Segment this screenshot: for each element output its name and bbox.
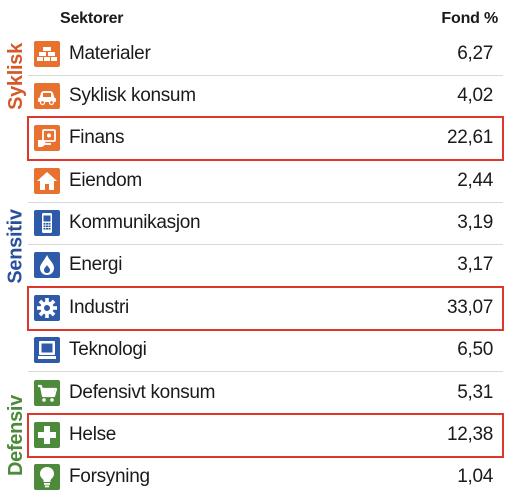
money-icon (34, 125, 60, 151)
sector-row-forsyning: Forsyning 1,04 (28, 456, 503, 498)
group-label-syklisk: Syklisk (4, 42, 27, 110)
sector-name: Materialer (69, 43, 151, 64)
computer-icon (34, 337, 60, 363)
sector-row-teknologi: Teknologi 6,50 (28, 329, 503, 372)
sector-value: 12,38 (446, 424, 493, 445)
health-cross-icon (34, 422, 60, 448)
group-label-sensitiv: Sensitiv (4, 208, 27, 284)
sector-value: 6,27 (457, 43, 493, 64)
sector-name: Kommunikasjon (69, 212, 201, 233)
sector-value: 3,17 (457, 254, 493, 275)
sector-name: Syklisk konsum (69, 85, 196, 106)
sector-row-industri: Industri 33,07 (27, 286, 504, 331)
lightbulb-icon (34, 464, 60, 490)
house-icon (34, 168, 60, 194)
sector-value: 2,44 (457, 170, 493, 191)
sector-row-energi: Energi 3,17 (28, 244, 503, 287)
sector-name: Energi (69, 254, 123, 275)
sectors-column-header: Sektorer (60, 10, 124, 27)
sector-value: 6,50 (457, 339, 493, 360)
group-label-defensiv: Defensiv (4, 394, 27, 476)
cart-icon (34, 380, 60, 406)
flame-icon (34, 252, 60, 278)
sector-value: 4,02 (457, 85, 493, 106)
sector-name: Eiendom (69, 170, 142, 191)
bricks-icon (34, 41, 60, 67)
sector-name: Industri (69, 297, 129, 318)
sector-name: Forsyning (69, 466, 150, 487)
sector-value: 5,31 (457, 382, 493, 403)
sector-name: Teknologi (69, 339, 147, 360)
sector-row-defensivt-konsum: Defensivt konsum 5,31 (28, 372, 503, 415)
gear-icon (34, 295, 60, 321)
sector-row-syklisk-konsum: Syklisk konsum 4,02 (28, 75, 503, 118)
table-header: Sektorer Fond % (0, 10, 515, 32)
sector-value: 3,19 (457, 212, 493, 233)
fund-percent-column-header: Fond % (441, 10, 498, 27)
sector-row-eiendom: Eiendom 2,44 (28, 160, 503, 203)
sector-value: 1,04 (457, 466, 493, 487)
sector-name: Helse (69, 424, 117, 445)
sector-name: Defensivt konsum (69, 382, 216, 403)
sector-row-kommunikasjon: Kommunikasjon 3,19 (28, 202, 503, 245)
sector-row-finans: Finans 22,61 (27, 116, 504, 161)
car-icon (34, 83, 60, 109)
sector-row-materialer: Materialer 6,27 (28, 33, 503, 76)
sector-value: 22,61 (446, 127, 493, 148)
sector-name: Finans (69, 127, 125, 148)
sector-value: 33,07 (446, 297, 493, 318)
phone-icon (34, 210, 60, 236)
sector-row-helse: Helse 12,38 (27, 413, 504, 458)
